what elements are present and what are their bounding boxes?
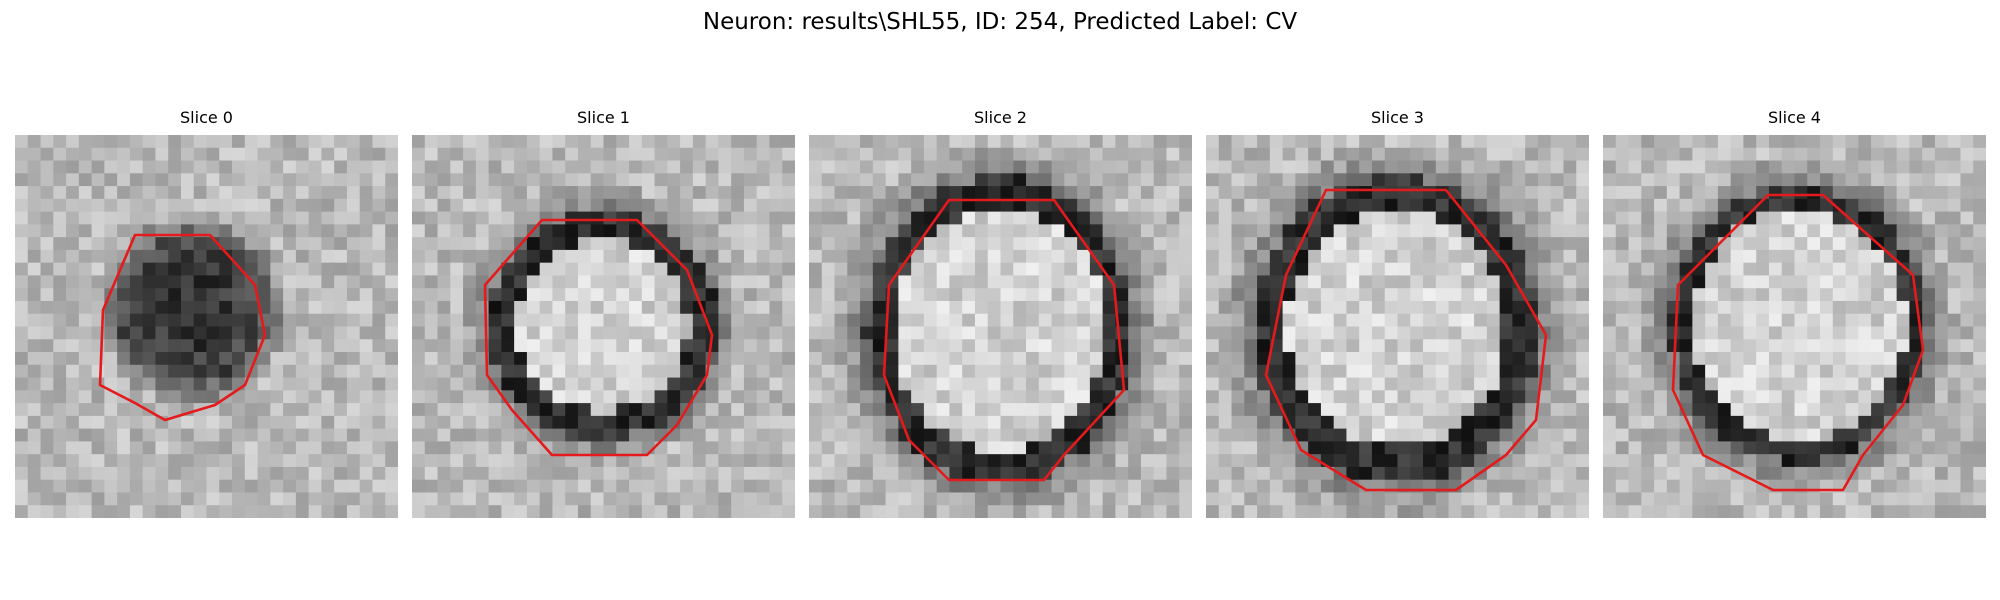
segmentation-contour: [882, 198, 1126, 482]
slice-image-1: [412, 135, 795, 518]
slice-image-3: [1206, 135, 1589, 518]
segmentation-contour: [1264, 188, 1548, 492]
slice-panel-4: Slice 4: [1603, 108, 1986, 518]
slice-title-0: Slice 0: [180, 108, 233, 127]
figure-title: Neuron: results\SHL55, ID: 254, Predicte…: [702, 9, 1298, 35]
pixel-grid: [809, 135, 1192, 518]
pixel-grid: [15, 135, 398, 518]
pixel-grid: [1206, 135, 1589, 518]
pixel-grid: [1603, 135, 1986, 518]
segmentation-contour: [483, 218, 714, 457]
slice-title-4: Slice 4: [1768, 108, 1821, 127]
slice-panel-0: Slice 0: [15, 108, 398, 518]
pixel-grid: [412, 135, 795, 518]
slice-panel-3: Slice 3: [1206, 108, 1589, 518]
slice-image-0: [15, 135, 398, 518]
slice-image-2: [809, 135, 1192, 518]
segmentation-contour: [98, 233, 267, 422]
slice-image-4: [1603, 135, 1986, 518]
slice-panel-1: Slice 1: [412, 108, 795, 518]
segmentation-contour: [1671, 193, 1925, 492]
slice-panel-2: Slice 2: [809, 108, 1192, 518]
slice-title-2: Slice 2: [974, 108, 1027, 127]
slice-title-1: Slice 1: [577, 108, 630, 127]
slice-title-3: Slice 3: [1371, 108, 1424, 127]
